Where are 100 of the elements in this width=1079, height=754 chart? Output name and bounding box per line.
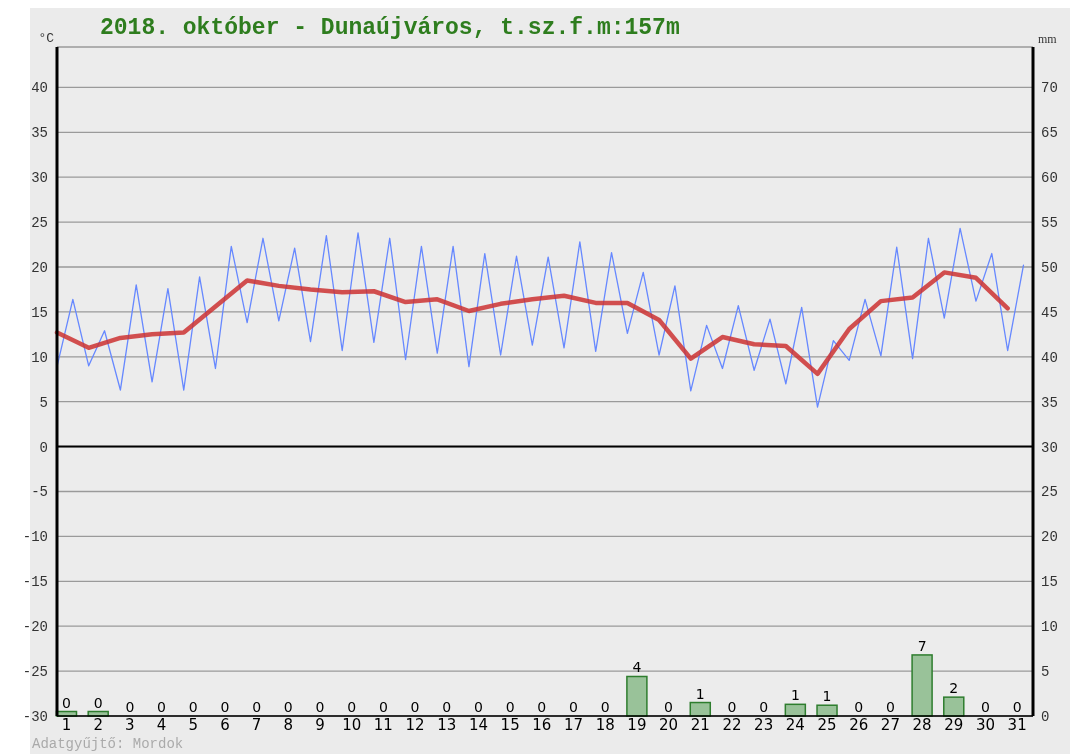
y-tick-label: 35 (31, 125, 48, 142)
x-tick-label: 31 (1007, 716, 1027, 734)
x-tick-label: 14 (468, 716, 488, 734)
data-label: 4 (632, 659, 642, 676)
data-label: 0 (600, 699, 610, 715)
x-tick-label: 11 (373, 716, 393, 734)
chart-title: 2018. október - Dunaújváros, t.sz.f.m:157m (100, 15, 680, 41)
data-label: 0 (537, 699, 547, 715)
data-label: 0 (664, 699, 674, 715)
x-tick-label: 26 (849, 716, 869, 734)
x-tick-label: 3 (125, 716, 135, 734)
x-tick-label: 6 (220, 716, 230, 734)
y-tick-label: 30 (31, 170, 48, 187)
data-label: 1 (695, 685, 705, 702)
x-tick-label: 5 (188, 716, 199, 734)
data-label: 0 (854, 699, 864, 715)
data-label: 0 (885, 699, 895, 715)
x-tick-label: 2 (93, 716, 103, 734)
x-tick-label: 18 (595, 716, 615, 734)
y-tick-label: -20 (22, 619, 48, 636)
data-label: 2 (949, 680, 959, 697)
data-label: 0 (569, 699, 578, 715)
x-tick-label: 23 (754, 716, 774, 734)
y-axis-title: °C (38, 31, 55, 46)
y-tick-label: 0 (39, 439, 48, 456)
y2-tick-label: 5 (1041, 664, 1050, 680)
data-label: 0 (62, 694, 71, 711)
x-tick-label: 13 (437, 716, 457, 734)
line-series (54, 270, 1010, 377)
data-label: 0 (378, 699, 388, 715)
data-label: 0 (252, 699, 262, 715)
y2-tick-label: 30 (1041, 439, 1058, 456)
x-tick-label: 4 (156, 716, 167, 734)
data-label: 0 (220, 699, 230, 715)
data-label: 0 (315, 699, 325, 715)
y2-axis-title: mm (1038, 32, 1058, 46)
y-tick-label: 15 (31, 304, 48, 321)
data-label: 0 (505, 699, 515, 715)
data-label: 0 (410, 699, 420, 715)
x-tick-label: 29 (944, 716, 964, 734)
x-tick-label: 19 (627, 716, 647, 734)
y-tick-label: 20 (31, 259, 48, 276)
data-label: 0 (283, 699, 293, 715)
y-tick-label: -25 (22, 664, 48, 680)
data-label: 0 (442, 699, 452, 715)
x-tick-label: 9 (315, 716, 325, 734)
data-label: 7 (917, 637, 927, 654)
data-label: 0 (759, 699, 769, 715)
bar (816, 704, 838, 717)
y2-tick-label: 45 (1041, 304, 1058, 321)
data-label: 0 (188, 699, 198, 715)
y2-tick-label: 35 (1041, 394, 1058, 411)
y2-tick-label: 50 (1041, 259, 1058, 276)
x-tick-label: 7 (251, 716, 262, 734)
bar (911, 654, 933, 717)
y2-tick-label: 65 (1041, 125, 1058, 142)
y2-tick-label: 60 (1041, 170, 1058, 187)
y2-tick-label: 25 (1041, 484, 1058, 501)
data-label: 0 (125, 699, 135, 715)
x-tick-label: 25 (817, 716, 837, 734)
x-tick-label: 12 (405, 716, 425, 734)
x-tick-label: 24 (785, 716, 805, 734)
y-tick-label: -15 (22, 574, 48, 591)
data-label: 0 (727, 699, 737, 715)
x-tick-label: 28 (912, 716, 932, 734)
y-tick-label: -10 (22, 529, 48, 546)
x-tick-label: 1 (61, 716, 72, 734)
y2-tick-label: 0 (1041, 708, 1050, 725)
y-tick-label: 25 (31, 215, 48, 232)
x-tick-label: 10 (342, 716, 362, 734)
y2-tick-label: 20 (1041, 529, 1058, 546)
data-label: 1 (790, 687, 800, 704)
line-series (56, 227, 1025, 408)
bar (626, 675, 648, 717)
x-tick-label: 27 (880, 716, 900, 734)
data-label: 1 (822, 688, 832, 705)
y2-tick-label: 55 (1041, 215, 1058, 232)
data-label: 0 (347, 699, 357, 715)
text: Adatgyűjtő: Mordok (32, 736, 184, 752)
y-tick-label: 10 (31, 349, 48, 366)
data-label: 0 (473, 699, 483, 715)
x-tick-label: 21 (690, 716, 710, 734)
x-tick-label: 15 (500, 716, 520, 734)
y2-tick-label: 40 (1041, 349, 1058, 366)
y2-tick-label: 15 (1041, 574, 1058, 591)
x-tick-label: 20 (659, 716, 679, 734)
y-tick-label: -5 (31, 484, 48, 501)
data-label: 0 (93, 694, 103, 711)
y2-tick-label: 70 (1041, 80, 1058, 97)
x-tick-label: 17 (563, 716, 584, 734)
x-tick-label: 16 (532, 716, 552, 734)
data-label: 0 (981, 699, 990, 715)
y-tick-label: 40 (31, 80, 48, 97)
x-tick-label: 8 (283, 716, 294, 734)
data-label: 0 (1012, 699, 1022, 715)
y-tick-label: 5 (39, 394, 48, 411)
x-tick-label: 22 (722, 716, 742, 734)
bar (943, 696, 965, 717)
y2-tick-label: 10 (1041, 619, 1058, 636)
y-tick-label: -30 (22, 708, 48, 725)
